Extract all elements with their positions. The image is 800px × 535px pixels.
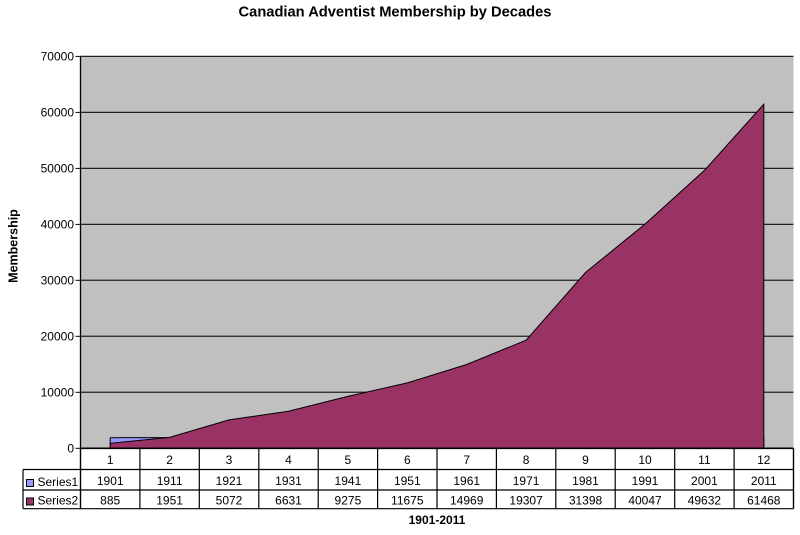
svg-text:2001: 2001 [691, 474, 718, 488]
svg-text:1961: 1961 [453, 474, 480, 488]
svg-text:11675: 11675 [391, 494, 424, 508]
svg-text:8: 8 [523, 453, 530, 467]
svg-text:5072: 5072 [216, 494, 243, 508]
svg-text:1971: 1971 [513, 474, 540, 488]
svg-text:14969: 14969 [450, 494, 484, 508]
svg-text:11: 11 [698, 453, 711, 467]
svg-text:10000: 10000 [41, 386, 75, 400]
svg-text:1901-2011: 1901-2011 [409, 513, 466, 527]
svg-text:10: 10 [638, 453, 652, 467]
svg-text:40000: 40000 [41, 218, 75, 232]
svg-text:Canadian Adventist Membership: Canadian Adventist Membership by Decades [239, 5, 552, 21]
svg-text:6631: 6631 [275, 494, 302, 508]
svg-text:2: 2 [166, 453, 173, 467]
svg-text:1951: 1951 [394, 474, 421, 488]
svg-text:40047: 40047 [628, 494, 662, 508]
svg-text:7: 7 [463, 453, 470, 467]
svg-text:2011: 2011 [751, 474, 777, 488]
svg-text:49632: 49632 [688, 494, 722, 508]
svg-text:1931: 1931 [275, 474, 302, 488]
svg-text:31398: 31398 [569, 494, 603, 508]
svg-text:70000: 70000 [41, 50, 75, 64]
svg-text:1921: 1921 [216, 474, 243, 488]
svg-text:30000: 30000 [41, 274, 75, 288]
svg-text:1981: 1981 [572, 474, 599, 488]
svg-text:Membership: Membership [7, 209, 21, 283]
svg-text:61468: 61468 [747, 494, 781, 508]
svg-text:60000: 60000 [41, 106, 75, 120]
svg-text:5: 5 [345, 453, 352, 467]
svg-text:885: 885 [100, 494, 120, 508]
svg-text:9275: 9275 [335, 494, 362, 508]
svg-text:Series2: Series2 [38, 494, 79, 508]
svg-text:1: 1 [107, 453, 114, 467]
svg-text:4: 4 [285, 453, 292, 467]
svg-text:1941: 1941 [335, 474, 362, 488]
svg-text:3: 3 [226, 453, 233, 467]
svg-text:20000: 20000 [41, 330, 75, 344]
svg-text:1911: 1911 [157, 474, 183, 488]
svg-text:50000: 50000 [41, 162, 75, 176]
svg-text:12: 12 [757, 453, 771, 467]
svg-text:9: 9 [582, 453, 589, 467]
svg-text:1901: 1901 [97, 474, 124, 488]
svg-text:1991: 1991 [632, 474, 659, 488]
svg-text:19307: 19307 [509, 494, 543, 508]
svg-text:1951: 1951 [156, 494, 183, 508]
svg-text:6: 6 [404, 453, 411, 467]
svg-text:Series1: Series1 [38, 475, 79, 489]
svg-text:0: 0 [67, 442, 74, 456]
